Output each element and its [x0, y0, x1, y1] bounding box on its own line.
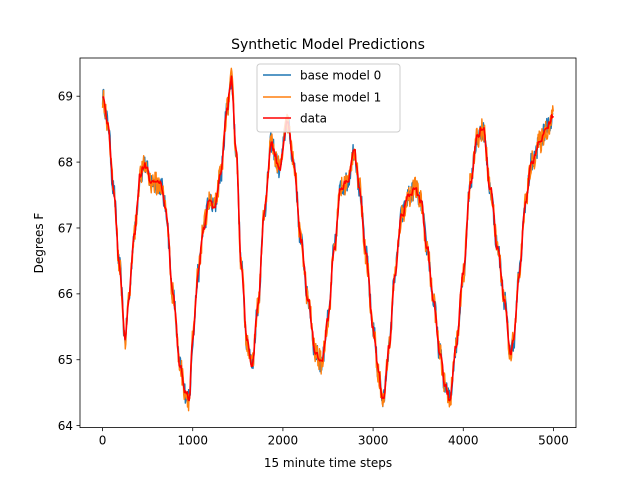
- y-tick-label: 67: [58, 221, 73, 235]
- legend-box: [256, 63, 401, 133]
- y-tick-label: 69: [58, 90, 73, 104]
- ticks-layer: 0 1000 2000 3000 4000 5000 64 65 66 67 68 69: [58, 90, 569, 448]
- chart-title: Synthetic Model Predictions: [231, 37, 425, 53]
- x-tick-label: 0: [99, 434, 107, 448]
- series-line-data: [102, 75, 555, 402]
- x-tick-label: 1000: [177, 434, 208, 448]
- plot-frame: [79, 57, 577, 429]
- x-tick-label: 4000: [448, 434, 479, 448]
- y-tick-label: 68: [58, 155, 73, 169]
- y-tick-label: 66: [58, 287, 73, 301]
- y-tick-label: 65: [58, 353, 73, 367]
- x-axis-label: 15 minute time steps: [264, 456, 392, 470]
- legend-label-base-model-0: base model 0: [300, 69, 381, 83]
- y-axis-label: Degrees F: [32, 213, 46, 274]
- x-tick-label: 5000: [538, 434, 569, 448]
- y-tick-label: 64: [58, 419, 73, 433]
- legend-label-base-model-1: base model 1: [300, 91, 381, 105]
- legend: base model 0 base model 1 data: [256, 63, 401, 133]
- x-tick-label: 3000: [358, 434, 389, 448]
- x-tick-label: 2000: [268, 434, 299, 448]
- legend-label-data: data: [300, 112, 327, 126]
- series-layer: [101, 67, 555, 412]
